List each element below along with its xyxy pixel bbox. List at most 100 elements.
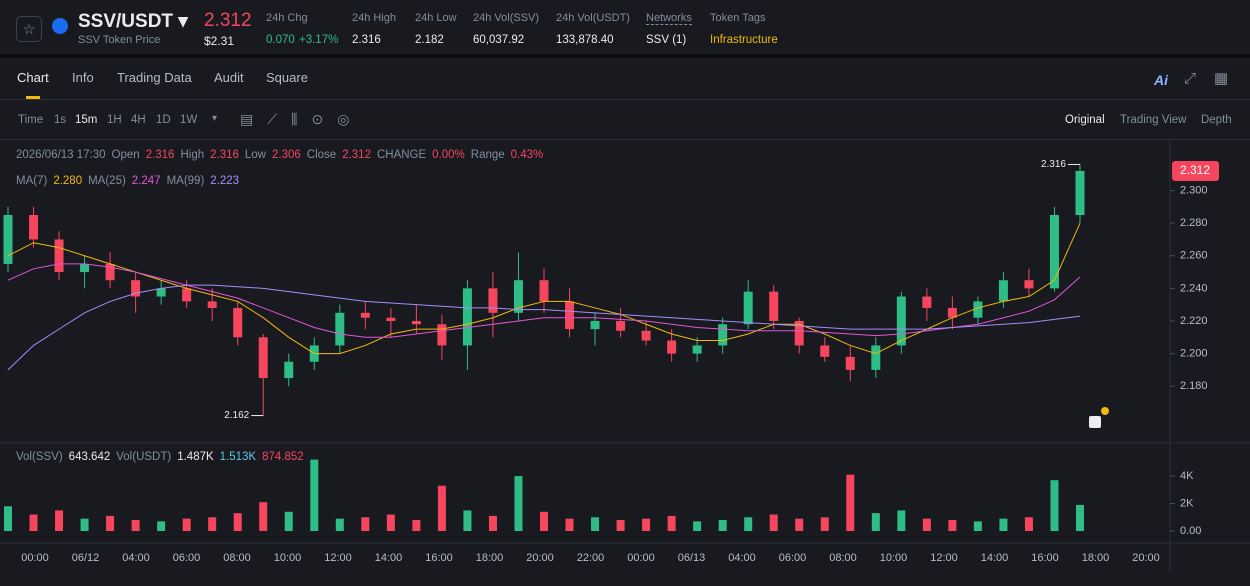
price-tag [1172, 160, 1219, 181]
volume-bar [233, 513, 242, 531]
tab[interactable]: Trading Data [117, 70, 192, 85]
candle-body [896, 296, 906, 346]
x-tick-label: 06/12 [72, 552, 100, 564]
candle-body [565, 301, 575, 330]
volume-bar [922, 518, 931, 531]
info-label: Low [244, 149, 266, 161]
x-tick-label: 08:00 [223, 552, 251, 564]
interval[interactable]: 1W [180, 114, 198, 126]
x-tick-label: 04:00 [728, 552, 756, 564]
volume-bar [259, 502, 268, 531]
volume-bar [55, 510, 64, 531]
x-tick-label: 00:00 [627, 552, 655, 564]
favorite-star[interactable]: ☆ [16, 16, 42, 42]
tab[interactable]: Info [72, 70, 94, 85]
ma-value: 2.247 [131, 175, 161, 187]
volume-bar [412, 520, 421, 531]
candle-body [641, 330, 651, 341]
candle-body [718, 324, 728, 346]
volume-bar [488, 515, 497, 531]
volume-bar [208, 517, 217, 531]
vol-name: Vol(USDT) [116, 451, 172, 463]
candle-body [998, 280, 1008, 302]
candle-body [360, 312, 370, 318]
subtitle[interactable]: SSV Token Price [78, 34, 161, 46]
info-value: 0.43% [510, 149, 544, 161]
candle-body [1024, 280, 1034, 289]
price-tag-label: 2.312 [1180, 163, 1210, 177]
volume-bar [897, 510, 906, 531]
tab[interactable]: Audit [214, 70, 244, 85]
candle-body [258, 337, 268, 379]
candle-body [105, 263, 115, 281]
view-option[interactable]: Depth [1201, 114, 1232, 126]
ma-value: 2.280 [53, 175, 83, 187]
candle-body [692, 345, 702, 354]
divider [0, 99, 1250, 100]
interval[interactable]: 1H [107, 114, 122, 126]
ma-name: MA(99) [166, 175, 205, 187]
ma-value: 2.223 [210, 175, 240, 187]
vol-name: Vol(SSV) [16, 451, 63, 463]
tool-icons[interactable]: ▤⟋⫼⊙◎ [240, 111, 364, 127]
candle-body [80, 263, 90, 273]
view-option[interactable]: Trading View [1120, 114, 1187, 126]
info-value: 2026/06/13 17:30 [16, 149, 106, 161]
vol-value: 1.487K [177, 451, 214, 463]
volume-bar [846, 474, 855, 531]
interval[interactable]: 1D [156, 114, 171, 126]
interval[interactable]: 15m [75, 114, 98, 126]
volume-bar [769, 514, 778, 531]
x-tick-label: 22:00 [577, 552, 605, 564]
x-tick-label: 06/13 [678, 552, 706, 564]
stat-label: 24h Low [415, 12, 457, 24]
notice-dot [1101, 407, 1109, 415]
ma-name: MA(25) [88, 175, 126, 187]
pair[interactable]: SSV/USDT ▾ [78, 11, 188, 32]
volume-bar [131, 520, 140, 531]
x-tick-label: 14:00 [375, 552, 403, 564]
tab[interactable]: Chart [17, 70, 49, 85]
candle-body [871, 345, 881, 370]
expand-icon[interactable]: ⤢ [1184, 70, 1197, 87]
low-label: 2.162 [224, 410, 249, 421]
y-tick-label: 2.220 [1180, 315, 1208, 327]
stat-value: Infrastructure [710, 34, 778, 46]
volume-bar [106, 515, 115, 531]
volume-bar [820, 517, 829, 531]
view-option[interactable]: Original [1065, 114, 1105, 126]
volume-bar [565, 518, 574, 531]
vol-tick-label: 0.00 [1180, 525, 1201, 537]
more-intervals[interactable]: ▾ [212, 113, 218, 124]
x-tick-label: 16:00 [1031, 552, 1059, 564]
volume-bar [540, 511, 548, 531]
pair-text[interactable]: SSV/USDT [78, 11, 174, 32]
x-tick-label: 18:00 [1082, 552, 1110, 564]
candle-body [54, 239, 64, 273]
volume-bar [744, 517, 753, 531]
stat-value: SSV (1) [646, 34, 687, 46]
candle-body [233, 307, 243, 338]
candle-body [845, 356, 855, 370]
volume-bar [80, 518, 89, 531]
candle-body [386, 317, 396, 321]
x-tick-label: 10:00 [274, 552, 302, 564]
info-value: 2.306 [272, 149, 301, 161]
interval[interactable]: 4H [131, 114, 146, 126]
stat-value: 2.182 [415, 34, 444, 46]
volume-bar [463, 510, 472, 531]
layout-icon[interactable]: ▦ [1214, 70, 1229, 87]
x-tick-label: 20:00 [526, 552, 554, 564]
x-tick-label: 10:00 [880, 552, 908, 564]
volume-bar [157, 521, 166, 531]
ma-name: MA(7) [16, 175, 48, 187]
info-label: CHANGE [376, 149, 427, 161]
candle-body [284, 361, 294, 379]
interval[interactable]: 1s [54, 114, 67, 126]
tab[interactable]: Square [266, 70, 308, 85]
volume-bar [29, 514, 38, 531]
candle-body [1075, 170, 1085, 215]
ai-button[interactable]: Ai [1154, 72, 1168, 88]
y-tick-label: 2.240 [1180, 282, 1208, 294]
